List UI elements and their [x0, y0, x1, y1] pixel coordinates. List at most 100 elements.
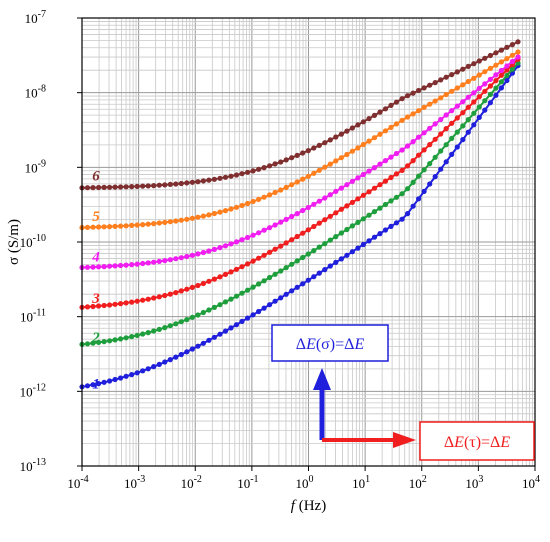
data-point-3	[438, 131, 444, 137]
data-point-1	[272, 298, 278, 304]
data-point-1	[416, 196, 422, 202]
curve-label-4: 4	[91, 249, 100, 265]
data-point-6	[388, 102, 394, 108]
data-point-1	[245, 315, 251, 321]
data-point-5	[493, 62, 499, 68]
data-point-2	[493, 85, 499, 91]
data-point-3	[283, 240, 289, 246]
data-point-3	[300, 230, 306, 236]
data-point-6	[311, 145, 317, 151]
data-point-3	[156, 294, 162, 300]
data-point-1	[427, 181, 433, 187]
data-point-5	[90, 224, 96, 230]
data-point-2	[487, 91, 493, 97]
data-point-2	[184, 317, 190, 323]
data-point-4	[344, 182, 350, 188]
data-point-3	[118, 301, 124, 307]
data-point-6	[487, 52, 493, 59]
data-point-2	[393, 194, 400, 200]
data-point-1	[278, 295, 284, 301]
data-point-2	[134, 332, 140, 338]
y-tick-label: 10-13	[20, 457, 46, 474]
data-point-5	[217, 209, 223, 215]
data-point-3	[305, 227, 311, 233]
data-point-2	[349, 223, 355, 229]
data-point-6	[338, 131, 344, 137]
data-point-5	[222, 208, 229, 214]
data-point-4	[206, 248, 212, 254]
data-point-2	[333, 234, 339, 240]
data-point-3	[245, 261, 251, 267]
tau-annotation-box	[419, 421, 535, 461]
data-point-1	[101, 379, 107, 385]
data-point-2	[322, 241, 328, 247]
data-series	[79, 39, 521, 390]
data-point-5	[233, 204, 240, 210]
data-point-2	[195, 312, 201, 318]
data-point-5	[393, 121, 400, 127]
data-point-4	[438, 116, 444, 123]
data-point-2	[399, 191, 405, 197]
data-point-3	[228, 269, 234, 275]
data-point-3	[399, 167, 405, 173]
data-point-1	[493, 92, 499, 98]
data-point-2	[382, 201, 389, 208]
data-point-1	[349, 249, 355, 255]
x-tick-label: 10-1	[237, 474, 258, 491]
data-point-6	[283, 157, 289, 163]
data-point-2	[366, 212, 372, 218]
data-point-6	[228, 173, 234, 179]
data-point-5	[471, 75, 477, 81]
data-point-4	[449, 108, 455, 114]
data-point-2	[416, 173, 422, 179]
data-point-1	[338, 256, 344, 262]
data-point-1	[118, 375, 124, 381]
data-point-1	[449, 151, 455, 157]
data-point-4	[267, 225, 273, 231]
data-point-1	[460, 137, 466, 143]
data-point-6	[454, 69, 460, 75]
data-point-4	[487, 76, 493, 82]
data-point-4	[316, 198, 322, 204]
data-point-1	[107, 378, 113, 384]
data-point-1	[228, 325, 234, 331]
data-point-4	[217, 245, 223, 251]
data-point-3	[151, 295, 157, 301]
data-point-3	[178, 288, 184, 294]
data-point-4	[432, 121, 438, 127]
data-point-3	[410, 158, 416, 164]
data-point-4	[129, 262, 135, 268]
data-point-3	[487, 83, 493, 89]
data-point-5	[206, 212, 212, 218]
data-point-2	[465, 117, 471, 123]
data-point-2	[151, 328, 157, 334]
data-point-1	[454, 144, 460, 150]
data-point-5	[283, 184, 289, 190]
data-point-3	[195, 282, 201, 289]
data-point-4	[498, 67, 504, 74]
data-point-5	[272, 189, 278, 196]
data-point-3	[416, 152, 422, 158]
annotations: ΔE(σ)=ΔE ΔE(τ)=ΔE	[271, 324, 535, 461]
data-point-4	[410, 139, 416, 145]
data-point-1	[438, 166, 444, 172]
data-point-3	[267, 249, 273, 255]
data-point-3	[311, 223, 317, 230]
data-point-1	[145, 366, 151, 372]
data-point-3	[338, 206, 344, 212]
data-point-5	[399, 117, 405, 123]
data-point-1	[294, 284, 300, 290]
data-point-4	[371, 165, 378, 171]
data-point-5	[228, 206, 234, 212]
data-point-1	[134, 370, 140, 376]
data-point-1	[250, 312, 256, 318]
data-point-6	[200, 178, 206, 184]
data-point-5	[140, 222, 146, 228]
data-point-3	[377, 182, 383, 188]
y-tick-label: 10-12	[20, 382, 46, 399]
data-point-2	[316, 244, 322, 250]
data-point-1	[129, 372, 135, 378]
data-point-1	[211, 334, 217, 340]
data-point-2	[471, 110, 477, 116]
data-point-6	[421, 85, 427, 91]
